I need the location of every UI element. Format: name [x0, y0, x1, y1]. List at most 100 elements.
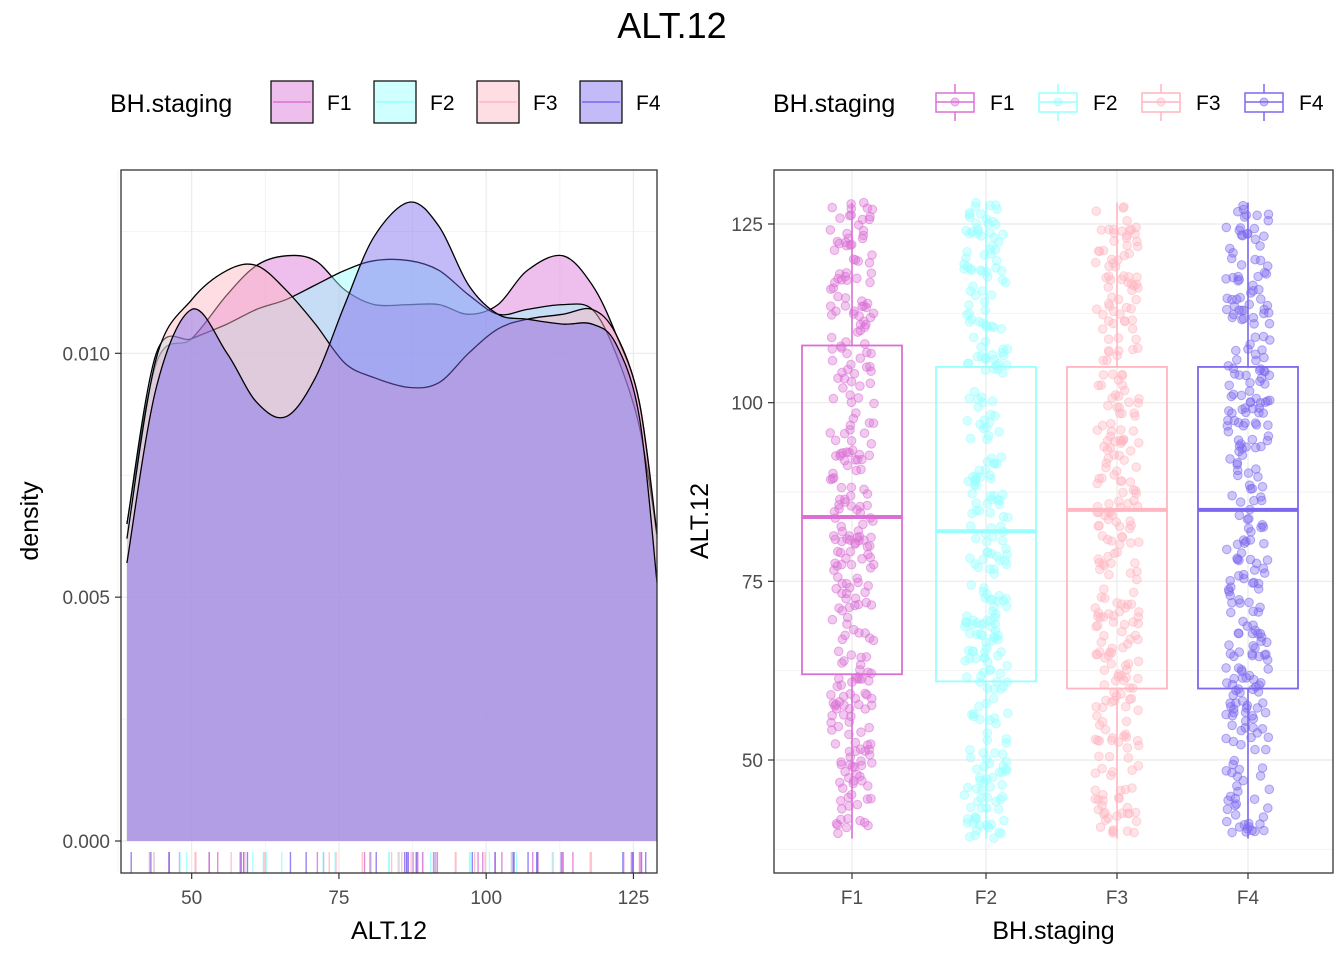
- jitter-point-F1: [864, 214, 875, 225]
- jitter-point-F3: [1103, 282, 1114, 292]
- jitter-point-F1: [833, 546, 843, 557]
- jitter-point-F4: [1233, 663, 1244, 673]
- jitter-point-F3: [1091, 206, 1102, 216]
- jitter-point-F4: [1262, 261, 1273, 271]
- jitter-point-F3: [1123, 753, 1134, 763]
- jitter-point-F4: [1232, 459, 1242, 470]
- jitter-point-F3: [1099, 680, 1110, 690]
- jitter-point-F3: [1097, 531, 1108, 541]
- jitter-point-F3: [1100, 724, 1111, 735]
- jitter-point-F1: [848, 254, 859, 265]
- jitter-point-F2: [987, 772, 998, 783]
- jitter-point-F4: [1241, 673, 1252, 683]
- jitter-point-F4: [1228, 389, 1239, 400]
- jitter-point-F2: [990, 411, 1000, 421]
- jitter-point-F2: [964, 653, 975, 664]
- jitter-point-F4: [1254, 365, 1265, 376]
- jitter-point-F3: [1129, 495, 1139, 506]
- jitter-point-F4: [1248, 286, 1258, 296]
- jitter-point-F4: [1259, 568, 1270, 578]
- jitter-point-F2: [981, 267, 992, 277]
- jitter-point-F4: [1234, 225, 1245, 236]
- jitter-point-F1: [835, 213, 845, 223]
- jitter-point-F3: [1122, 743, 1133, 753]
- jitter-point-F3: [1119, 250, 1130, 261]
- jitter-point-F1: [850, 737, 861, 748]
- jitter-point-F1: [864, 722, 875, 733]
- jitter-point-F3: [1107, 393, 1117, 403]
- jitter-point-F3: [1130, 229, 1140, 239]
- boxplot-legend: BH.staging F1 F2 F3 F4: [773, 84, 1324, 121]
- jitter-point-F4: [1253, 607, 1264, 617]
- box-F2: [935, 366, 1037, 683]
- jitter-point-F2: [979, 296, 990, 307]
- jitter-point-F3: [1123, 272, 1134, 282]
- jitter-point-F1: [846, 501, 857, 511]
- jitter-point-F2: [969, 711, 979, 722]
- jitter-point-F1: [864, 258, 875, 268]
- jitter-point-F2: [978, 554, 988, 565]
- jitter-point-F3: [1124, 683, 1135, 693]
- jitter-point-F3: [1131, 294, 1141, 305]
- jitter-point-F4: [1234, 571, 1244, 581]
- jitter-point-F2: [990, 748, 1000, 758]
- jitter-point-F1: [846, 436, 857, 446]
- jitter-point-F2: [973, 562, 984, 573]
- jitter-point-F4: [1250, 332, 1261, 343]
- jitter-point-F4: [1257, 763, 1268, 773]
- jitter-point-F3: [1103, 334, 1114, 345]
- jitter-point-F3: [1113, 671, 1123, 682]
- jitter-point-F3: [1099, 593, 1110, 604]
- jitter-point-F1: [867, 250, 877, 260]
- jitter-point-F4: [1256, 364, 1266, 374]
- jitter-point-F1: [838, 783, 848, 794]
- jitter-point-F1: [851, 408, 861, 418]
- jitter-point-F1: [836, 757, 846, 767]
- jitter-point-F2: [982, 735, 993, 746]
- jitter-point-F1: [833, 291, 843, 302]
- density-curve-F1: [126, 254, 658, 539]
- jitter-point-F2: [986, 622, 997, 632]
- jitter-point-F2: [985, 508, 996, 518]
- jitter-point-F2: [996, 452, 1007, 462]
- y-tick-label: 0.000: [62, 832, 110, 853]
- jitter-point-F4: [1221, 766, 1232, 776]
- jitter-point-F4: [1240, 723, 1251, 733]
- jitter-point-F3: [1130, 807, 1141, 818]
- jitter-point-F2: [995, 668, 1006, 679]
- jitter-point-F3: [1116, 689, 1126, 699]
- jitter-point-F2: [985, 200, 995, 211]
- jitter-point-F1: [846, 397, 857, 408]
- jitter-point-F4: [1224, 380, 1234, 391]
- jitter-point-F4: [1263, 215, 1274, 226]
- jitter-point-F4: [1245, 378, 1255, 388]
- jitter-point-F2: [985, 665, 995, 675]
- jitter-point-F1: [827, 344, 838, 354]
- jitter-point-F1: [868, 308, 879, 319]
- jitter-point-F4: [1245, 535, 1256, 545]
- jitter-point-F4: [1247, 650, 1258, 661]
- x-axis-title: BH.staging: [992, 917, 1114, 945]
- jitter-point-F3: [1109, 450, 1119, 460]
- jitter-point-F3: [1100, 510, 1110, 521]
- jitter-point-F4: [1263, 732, 1274, 743]
- jitter-point-F2: [1002, 677, 1013, 687]
- jitter-point-F3: [1133, 740, 1144, 751]
- jitter-point-F2: [1002, 708, 1013, 719]
- jitter-point-F3: [1134, 537, 1144, 548]
- jitter-point-F1: [842, 460, 853, 471]
- jitter-point-F4: [1227, 679, 1238, 690]
- jitter-point-F3: [1112, 547, 1122, 558]
- jitter-point-F3: [1092, 425, 1103, 436]
- jitter-point-F3: [1098, 324, 1108, 334]
- jitter-point-F3: [1113, 737, 1124, 747]
- jitter-point-F1: [868, 516, 878, 526]
- jitter-point-F1: [859, 197, 869, 208]
- jitter-point-F4: [1223, 584, 1234, 595]
- jitter-point-F3: [1114, 792, 1124, 803]
- jitter-point-F4: [1259, 538, 1269, 549]
- jitter-point-F1: [867, 758, 877, 768]
- jitter-point-F3: [1093, 380, 1104, 391]
- jitter-point-F3: [1116, 274, 1127, 285]
- jitter-point-F2: [994, 427, 1004, 437]
